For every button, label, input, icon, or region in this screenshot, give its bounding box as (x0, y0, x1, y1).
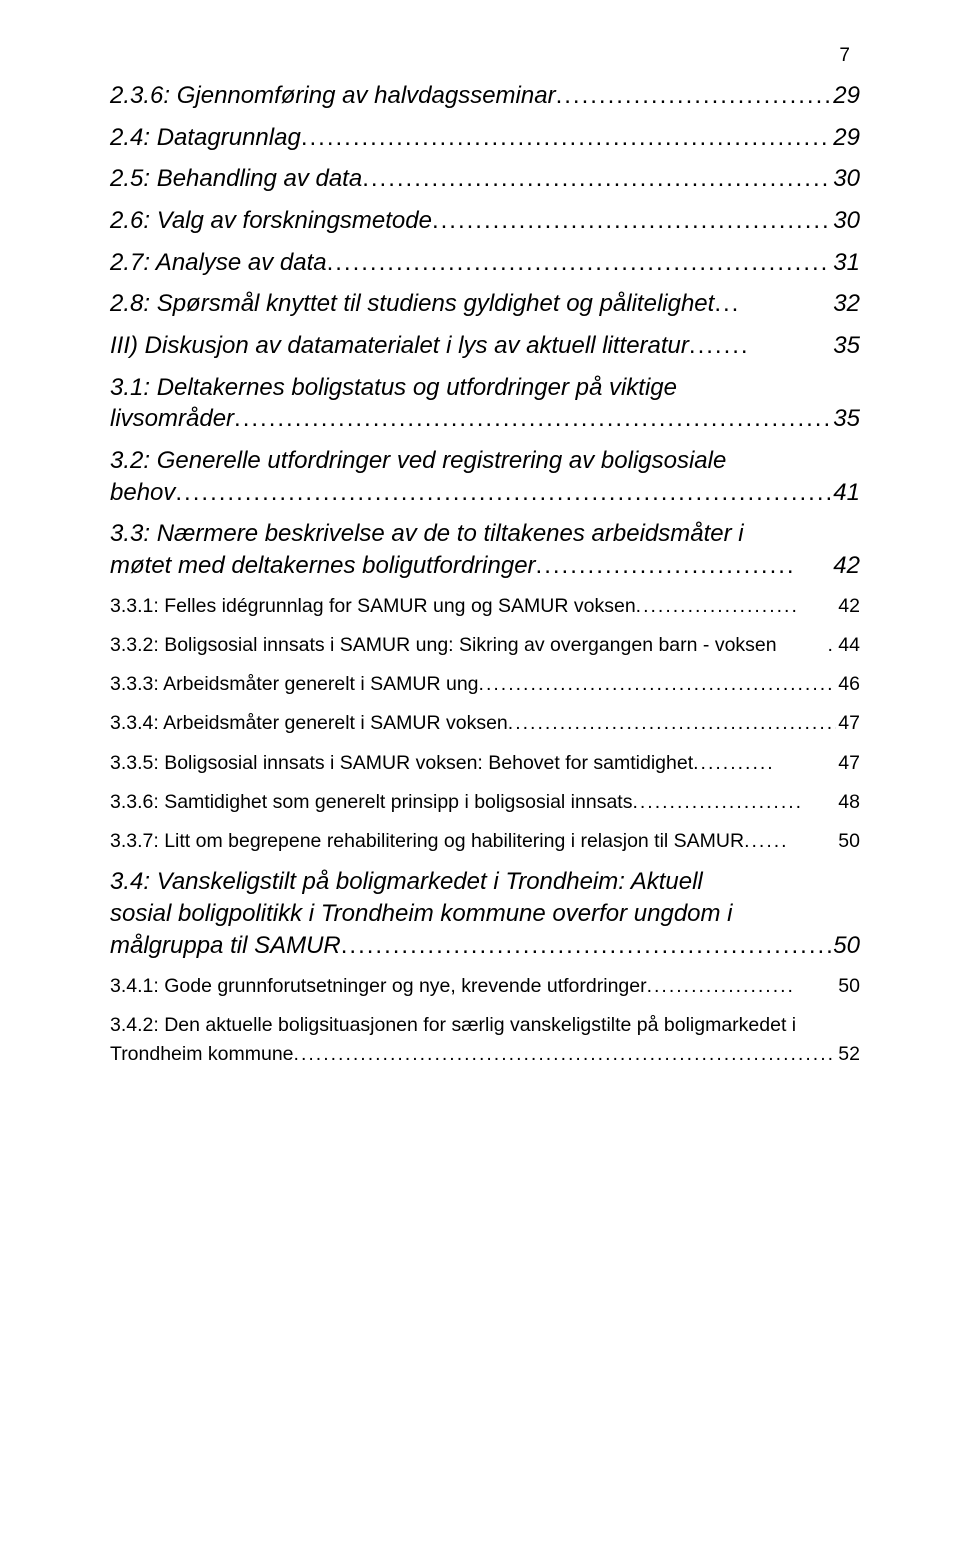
toc-label: 2.6: Valg av forskningsmetode (110, 205, 432, 237)
toc-entry: 3.3.3: Arbeidsmåter generelt i SAMUR ung… (110, 670, 860, 699)
toc-page: 46 (836, 670, 860, 699)
toc-page: 52 (836, 1040, 860, 1069)
toc-page: 35 (831, 330, 860, 362)
toc-page: 30 (831, 163, 860, 195)
toc-page: 30 (831, 205, 860, 237)
toc-page: 50 (836, 972, 860, 1001)
toc-leader: ...................... (636, 592, 837, 621)
toc-label-line: 3.1: Deltakernes boligstatus og utfordri… (110, 372, 860, 404)
toc-page: 29 (831, 122, 860, 154)
toc-label: III) Diskusjon av datamaterialet i lys a… (110, 330, 689, 362)
toc-label: 3.3.7: Litt om begrepene rehabilitering … (110, 827, 744, 856)
toc-leader: ....................... (632, 788, 836, 817)
toc-page: 50 (831, 930, 860, 962)
toc-page: 47 (836, 709, 860, 738)
toc-entry: 3.4.2: Den aktuelle boligsituasjonen for… (110, 1011, 860, 1070)
toc-leader: ...... (744, 827, 836, 856)
toc-leader: ........................................… (508, 709, 837, 738)
toc-page: . 44 (825, 631, 860, 660)
toc-page: 29 (831, 80, 860, 112)
toc-entry: 3.4: Vanskeligstilt på boligmarkedet i T… (110, 866, 860, 961)
toc-leader: ........................................… (327, 247, 832, 279)
toc-page: 35 (831, 403, 860, 435)
toc-label-line: 3.3: Nærmere beskrivelse av de to tiltak… (110, 518, 860, 550)
toc-label-line: 3.4.2: Den aktuelle boligsituasjonen for… (110, 1011, 860, 1040)
toc-entry: 3.3.2: Boligsosial innsats i SAMUR ung: … (110, 631, 860, 660)
toc-leader: ........................................… (479, 670, 837, 699)
toc-entry: 2.5: Behandling av data.................… (110, 163, 860, 195)
toc-entry: 3.3.7: Litt om begrepene rehabilitering … (110, 827, 860, 856)
toc-label: 3.3.5: Boligsosial innsats i SAMUR vokse… (110, 749, 693, 778)
toc-page: 42 (836, 592, 860, 621)
toc-label: 3.3.6: Samtidighet som generelt prinsipp… (110, 788, 632, 817)
toc-entry: 2.4: Datagrunnlag.......................… (110, 122, 860, 154)
toc-entry: 3.3: Nærmere beskrivelse av de to tiltak… (110, 518, 860, 581)
toc-leader: ........................................… (432, 205, 831, 237)
toc-page: 50 (836, 827, 860, 856)
toc-label: 2.4: Datagrunnlag (110, 122, 301, 154)
toc-leader: ....... (689, 330, 831, 362)
toc-label: 3.3.3: Arbeidsmåter generelt i SAMUR ung (110, 670, 479, 699)
toc-page: 47 (836, 749, 860, 778)
toc-label: livsområder (110, 403, 234, 435)
toc-label-line: 3.4: Vanskeligstilt på boligmarkedet i T… (110, 866, 860, 898)
toc-entry: 3.2: Generelle utfordringer ved registre… (110, 445, 860, 508)
toc-leader: .............................. (536, 550, 832, 582)
toc-leader: ........................................… (234, 403, 831, 435)
toc-leader: ........................................… (556, 80, 832, 112)
toc-entry: 3.4.1: Gode grunnforutsetninger og nye, … (110, 972, 860, 1001)
toc-entry: 2.3.6: Gjennomføring av halvdagsseminar.… (110, 80, 860, 112)
toc-label-line: sosial boligpolitikk i Trondheim kommune… (110, 898, 860, 930)
toc-label: møtet med deltakernes boligutfordringer (110, 550, 536, 582)
toc-label: målgruppa til SAMUR (110, 930, 341, 962)
toc-page: 42 (831, 550, 860, 582)
toc-leader: ........... (693, 749, 836, 778)
toc-label: 2.3.6: Gjennomføring av halvdagsseminar (110, 80, 556, 112)
toc-leader: ... (714, 288, 831, 320)
toc-label-line: 3.2: Generelle utfordringer ved registre… (110, 445, 860, 477)
toc-leader: .................... (647, 972, 837, 1001)
toc-entry: 3.3.4: Arbeidsmåter generelt i SAMUR vok… (110, 709, 860, 738)
toc-label: 3.4.1: Gode grunnforutsetninger og nye, … (110, 972, 647, 1001)
toc-entry: 2.8: Spørsmål knyttet til studiens gyldi… (110, 288, 860, 320)
toc-label: 3.3.1: Felles idégrunnlag for SAMUR ung … (110, 592, 636, 621)
toc-leader: ........................................… (175, 477, 831, 509)
page-number: 7 (839, 45, 850, 67)
toc-entry: 2.6: Valg av forskningsmetode...........… (110, 205, 860, 237)
toc-leader: ........................................… (301, 122, 831, 154)
toc-page: 48 (836, 788, 860, 817)
toc-entry: 3.3.1: Felles idégrunnlag for SAMUR ung … (110, 592, 860, 621)
toc-leader: ........................................… (341, 930, 832, 962)
toc-label: 2.7: Analyse av data (110, 247, 327, 279)
toc-page: 41 (831, 477, 860, 509)
table-of-contents: 2.3.6: Gjennomføring av halvdagsseminar.… (110, 80, 860, 1069)
toc-entry: 3.1: Deltakernes boligstatus og utfordri… (110, 372, 860, 435)
toc-entry: 2.7: Analyse av data....................… (110, 247, 860, 279)
toc-entry: 3.3.5: Boligsosial innsats i SAMUR vokse… (110, 749, 860, 778)
toc-page: 32 (831, 288, 860, 320)
toc-label: Trondheim kommune (110, 1040, 294, 1069)
toc-label: behov (110, 477, 175, 509)
toc-label: 3.3.2: Boligsosial innsats i SAMUR ung: … (110, 631, 825, 660)
toc-entry: III) Diskusjon av datamaterialet i lys a… (110, 330, 860, 362)
toc-leader: ........................................… (362, 163, 831, 195)
toc-label: 2.8: Spørsmål knyttet til studiens gyldi… (110, 288, 714, 320)
toc-label: 2.5: Behandling av data (110, 163, 362, 195)
toc-page: 31 (831, 247, 860, 279)
toc-leader: ........................................… (294, 1040, 837, 1069)
toc-label: 3.3.4: Arbeidsmåter generelt i SAMUR vok… (110, 709, 508, 738)
toc-entry: 3.3.6: Samtidighet som generelt prinsipp… (110, 788, 860, 817)
